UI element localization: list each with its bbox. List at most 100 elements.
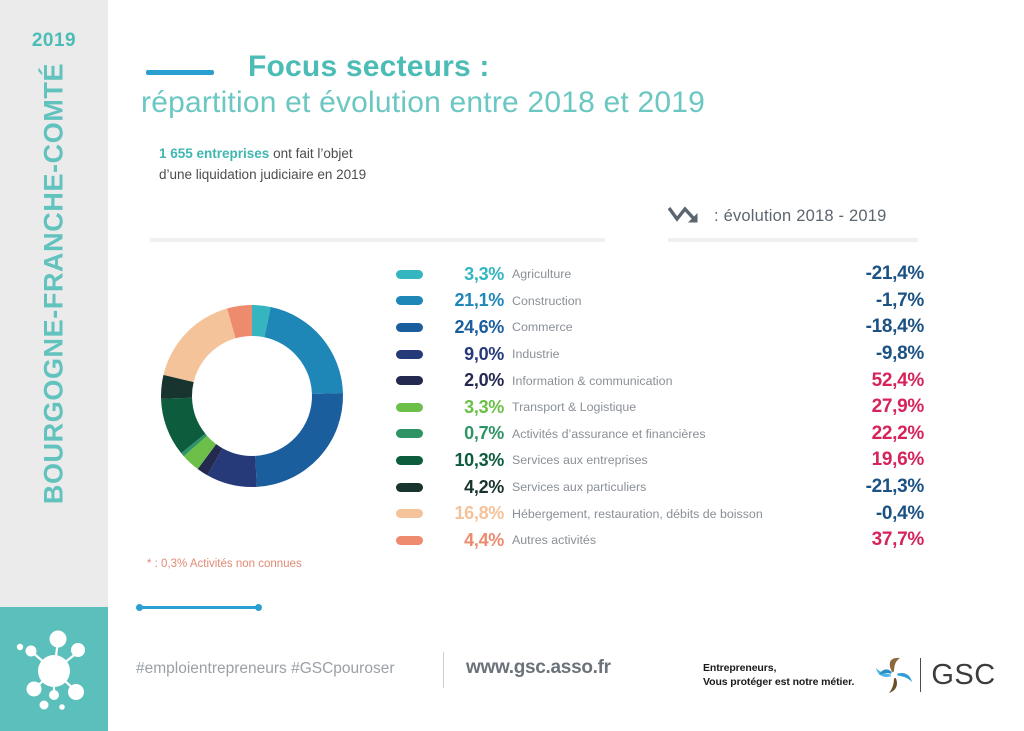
deco-bar bbox=[140, 606, 258, 609]
legend-sector-name: Transport & Logistique bbox=[512, 400, 637, 415]
legend-row: 24,6% Commerce -18,4% bbox=[396, 314, 924, 341]
legend-color-swatch bbox=[396, 429, 423, 439]
legend-row: 4,4% Autres activités 37,7% bbox=[396, 527, 924, 554]
legend-swatch-cell bbox=[396, 455, 434, 465]
legend-evolution-value: 19,6% bbox=[871, 449, 925, 471]
legend-sector-name: Industrie bbox=[512, 347, 560, 362]
donut-segment bbox=[161, 397, 206, 454]
legend-evolution-value: -9,8% bbox=[875, 343, 924, 365]
legend-swatch-cell bbox=[396, 482, 434, 492]
intro-highlight: 1 655 entreprises bbox=[159, 146, 270, 161]
legend-sector-name: Services aux particuliers bbox=[512, 480, 647, 495]
legend-color-swatch bbox=[396, 269, 423, 279]
legend-share-value: 3,3% bbox=[464, 396, 504, 417]
legend-sector-name: Agriculture bbox=[512, 267, 572, 282]
legend-evolution-value: 52,4% bbox=[871, 369, 925, 391]
legend-swatch-cell bbox=[396, 535, 434, 545]
donut-segment bbox=[197, 444, 223, 476]
legend-color-swatch bbox=[396, 296, 423, 306]
evolution-header-label: : évolution 2018 - 2019 bbox=[714, 206, 887, 225]
legend-sector-name: Hébergement, restauration, débits de boi… bbox=[512, 506, 763, 521]
deco-dot-right bbox=[255, 604, 262, 611]
legend-row: 21,1% Construction -1,7% bbox=[396, 288, 924, 315]
chart-section-divider bbox=[150, 238, 605, 242]
legend-evolution-value: 37,7% bbox=[871, 529, 925, 551]
legend-evolution-value: -18,4% bbox=[865, 316, 925, 338]
legend-share-value: 24,6% bbox=[454, 316, 504, 337]
donut-segment bbox=[255, 392, 343, 487]
legend-share-value: 16,8% bbox=[454, 503, 504, 524]
donut-chart bbox=[138, 282, 366, 510]
legend-color-swatch bbox=[396, 482, 423, 492]
intro-text: 1 655 entreprises ont fait l’objet d’une… bbox=[159, 143, 366, 185]
legend-color-swatch bbox=[396, 509, 423, 519]
footer-divider bbox=[443, 652, 444, 688]
legend-sector-name: Activités d’assurance et financières bbox=[512, 426, 706, 441]
page-title: Focus secteurs : bbox=[248, 50, 490, 83]
gsc-tagline: Entrepreneurs, Vous protéger est notre m… bbox=[703, 661, 872, 689]
evolution-section-divider bbox=[668, 238, 918, 242]
legend-evolution-value: 22,2% bbox=[871, 422, 925, 444]
gsc-logo-block: Entrepreneurs, Vous protéger est notre m… bbox=[703, 655, 996, 695]
legend-color-swatch bbox=[396, 376, 423, 386]
legend-swatch-cell bbox=[396, 322, 434, 332]
sidebar-logo-box bbox=[0, 607, 108, 731]
legend-row: 2,0% Information & communication 52,4% bbox=[396, 367, 924, 394]
legend-swatch-cell bbox=[396, 296, 434, 306]
legend-share-value: 3,3% bbox=[464, 263, 504, 284]
legend-evolution-value: -21,3% bbox=[865, 476, 925, 498]
legend-share-value: 9,0% bbox=[464, 343, 504, 364]
legend-share-value: 21,1% bbox=[454, 290, 504, 311]
sector-legend-table: 3,3% Agriculture -21,4% 21,1% Construction -1… bbox=[396, 261, 924, 554]
legend-color-swatch bbox=[396, 535, 423, 545]
donut-segment bbox=[264, 306, 343, 395]
legend-evolution-value: -21,4% bbox=[865, 263, 925, 285]
legend-evolution-value: 27,9% bbox=[871, 396, 925, 418]
legend-sector-name: Commerce bbox=[512, 320, 573, 335]
donut-chart-svg bbox=[161, 305, 343, 487]
gsc-brand-name: GSC bbox=[931, 658, 996, 691]
legend-row: 16,8% Hébergement, restauration, débits d… bbox=[396, 500, 924, 527]
legend-share-value: 4,4% bbox=[464, 529, 504, 550]
legend-share-value: 4,2% bbox=[464, 476, 504, 497]
intro-line-2: d’une liquidation judiciaire en 2019 bbox=[159, 167, 367, 182]
legend-row: 3,3% Transport & Logistique 27,9% bbox=[396, 394, 924, 421]
legend-share-value: 0,7% bbox=[464, 423, 504, 444]
legend-swatch-cell bbox=[396, 509, 434, 519]
trend-down-arrow-icon bbox=[668, 206, 698, 223]
legend-swatch-cell bbox=[396, 349, 434, 359]
gsc-tagline-line-2: Vous protéger est notre métier. bbox=[703, 676, 855, 688]
evolution-header: : évolution 2018 - 2019 bbox=[668, 205, 886, 227]
legend-row: 0,7% Activités d’assurance et financières… bbox=[396, 421, 924, 448]
legend-sector-name: Services aux entreprises bbox=[512, 453, 648, 468]
donut-segment bbox=[207, 448, 257, 487]
legend-color-swatch bbox=[396, 322, 423, 332]
sidebar: 2019 BOURGOGNE-FRANCHE-COMTÉ bbox=[0, 0, 108, 731]
donut-segment bbox=[181, 433, 208, 457]
page-subtitle: répartition et évolution entre 2018 et 2… bbox=[141, 86, 705, 119]
footer-hashtags: #emploientrepreneurs #GSCpouroser bbox=[136, 660, 395, 677]
legend-sector-name: Information & communication bbox=[512, 373, 673, 388]
legend-color-swatch bbox=[396, 402, 423, 412]
gsc-logo-divider bbox=[920, 658, 922, 692]
legend-evolution-value: -1,7% bbox=[875, 289, 924, 311]
legend-swatch-cell bbox=[396, 376, 434, 386]
legend-share-value: 10,3% bbox=[454, 449, 504, 470]
legend-row: 10,3% Services aux entreprises 19,6% bbox=[396, 447, 924, 474]
donut-segment bbox=[161, 374, 194, 399]
intro-rest: ont fait l’objet bbox=[269, 146, 353, 161]
legend-evolution-value: -0,4% bbox=[875, 502, 924, 524]
gsc-tagline-line-1: Entrepreneurs, bbox=[703, 662, 777, 674]
footer-website-url[interactable]: www.gsc.asso.fr bbox=[466, 657, 611, 678]
title-dash-decoration bbox=[146, 70, 214, 75]
chart-footnote: * : 0,3% Activités non connues bbox=[147, 558, 302, 570]
gsc-swirl-logo-icon bbox=[872, 655, 916, 695]
donut-segment bbox=[227, 305, 252, 339]
legend-color-swatch bbox=[396, 455, 423, 465]
sidebar-region-title: BOURGOGNE-FRANCHE-COMTÉ bbox=[38, 62, 69, 505]
donut-segment bbox=[183, 435, 217, 470]
legend-row: 3,3% Agriculture -21,4% bbox=[396, 261, 924, 288]
legend-row: 4,2% Services aux particuliers -21,3% bbox=[396, 474, 924, 501]
donut-segment bbox=[163, 308, 236, 383]
